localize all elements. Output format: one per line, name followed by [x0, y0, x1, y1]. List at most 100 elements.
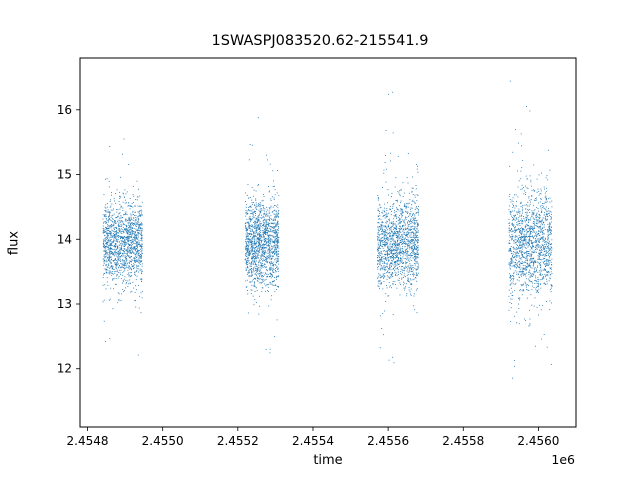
data-point [265, 278, 267, 280]
data-point [544, 246, 546, 248]
data-point [269, 228, 271, 230]
data-point [393, 250, 395, 252]
data-point [108, 260, 110, 261]
data-point [412, 236, 414, 238]
data-point [130, 244, 132, 246]
data-point [397, 262, 399, 264]
data-point [399, 231, 401, 233]
data-point [379, 252, 381, 254]
data-point [278, 253, 279, 255]
data-point [131, 261, 132, 263]
data-point [272, 230, 274, 232]
data-point [135, 306, 137, 308]
data-point [263, 246, 265, 248]
data-point [519, 215, 520, 217]
data-point [274, 230, 276, 232]
data-point [108, 228, 110, 230]
data-point [407, 245, 409, 247]
data-point [265, 238, 267, 240]
data-point [126, 213, 128, 215]
data-point [133, 195, 135, 197]
data-point [276, 245, 278, 247]
data-point [522, 206, 523, 208]
data-point [139, 214, 141, 216]
data-point [416, 280, 418, 282]
data-point [106, 261, 108, 263]
data-point [252, 260, 254, 262]
data-point [387, 258, 389, 260]
data-point [410, 229, 411, 231]
data-point [399, 236, 401, 238]
data-point [126, 219, 128, 221]
data-point [126, 262, 128, 264]
data-point [103, 230, 105, 232]
data-point [385, 266, 387, 268]
data-point [271, 283, 273, 285]
data-point [267, 249, 269, 251]
data-point [402, 248, 404, 250]
data-point [269, 276, 271, 278]
data-point [530, 294, 532, 296]
data-point [516, 244, 518, 246]
data-point [254, 260, 256, 262]
data-point [531, 275, 533, 277]
data-point [537, 239, 539, 241]
data-point [258, 228, 260, 230]
data-point [263, 213, 265, 215]
data-point [117, 215, 119, 217]
data-point [138, 255, 140, 256]
data-point [119, 264, 120, 266]
data-point [250, 213, 252, 214]
data-point [275, 215, 277, 217]
data-point [266, 154, 268, 156]
data-point [252, 253, 254, 255]
data-point [382, 273, 384, 275]
data-point [397, 201, 399, 203]
data-point [127, 238, 129, 240]
data-point [269, 245, 271, 247]
data-point [268, 237, 270, 239]
data-point [401, 216, 403, 218]
data-point [526, 211, 528, 213]
data-point [137, 215, 139, 217]
data-point [115, 266, 117, 268]
data-point [520, 257, 521, 259]
data-point [272, 220, 274, 222]
data-point [105, 250, 106, 252]
data-point [511, 259, 513, 261]
data-point [377, 197, 379, 198]
data-point [388, 239, 390, 241]
data-point [114, 259, 116, 261]
data-point [412, 199, 414, 201]
data-point [255, 263, 257, 265]
data-point [401, 225, 403, 227]
data-point [542, 253, 544, 255]
data-point [255, 250, 257, 252]
data-point [247, 235, 249, 237]
data-point [378, 239, 380, 241]
data-point [415, 261, 417, 263]
data-point [516, 235, 518, 237]
data-point [266, 261, 268, 263]
data-point [514, 226, 516, 228]
data-point [526, 253, 528, 255]
data-point [129, 229, 131, 231]
data-point [384, 253, 386, 255]
data-point [513, 277, 515, 279]
data-point [512, 203, 514, 205]
data-point [119, 229, 121, 231]
data-point [524, 281, 526, 283]
data-point [132, 222, 134, 224]
data-point [533, 245, 535, 247]
data-point [529, 271, 531, 273]
data-point [136, 230, 138, 232]
data-point [109, 233, 111, 235]
data-point [388, 277, 390, 279]
data-point [119, 252, 121, 254]
data-point [129, 267, 131, 269]
data-point [268, 248, 270, 250]
data-point [138, 242, 140, 244]
data-point [520, 257, 522, 259]
data-point [395, 234, 397, 236]
data-point [540, 220, 542, 222]
